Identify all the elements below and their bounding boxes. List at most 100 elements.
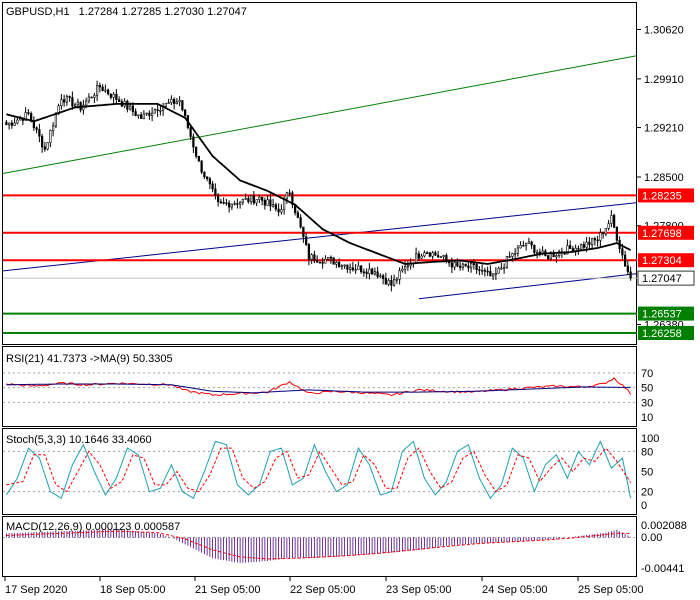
candle-body (219, 201, 223, 204)
candle (599, 228, 602, 247)
candle (615, 226, 618, 243)
candle (263, 197, 266, 210)
time-tick-label: 24 Sep 05:00 (482, 584, 547, 596)
candle (310, 253, 313, 264)
candle-body (313, 254, 316, 261)
candle (343, 264, 346, 269)
candle (35, 126, 38, 134)
candle-body (115, 93, 118, 100)
candle (175, 98, 179, 105)
candle-body (552, 253, 555, 258)
candle-body (351, 267, 354, 271)
candle-body (164, 102, 168, 107)
rsi-panel-frame (2, 346, 637, 427)
current-price-label: 1.27047 (642, 273, 682, 285)
candle-body (577, 247, 580, 250)
level-label: 1.27304 (642, 255, 682, 267)
candle-body (403, 265, 407, 270)
macd-title: MACD(12,26,9) 0.000123 0.000587 (6, 521, 180, 533)
level-label: 1.28235 (642, 190, 682, 202)
candle-body (489, 271, 492, 277)
candle (332, 257, 335, 265)
candle (519, 241, 522, 249)
candle (101, 84, 104, 92)
candle (340, 264, 343, 270)
candle-body (307, 244, 310, 260)
price-panel-frame (2, 2, 637, 345)
candle-body (43, 146, 46, 150)
candle (140, 111, 143, 119)
candle-body (90, 96, 93, 99)
candle (491, 273, 495, 281)
candle (250, 195, 253, 205)
candle-body (588, 241, 591, 245)
candle (513, 248, 517, 259)
candle-body (109, 93, 113, 98)
stoch-title: Stoch(5,3,3) 10.1646 33.4060 (6, 434, 152, 446)
stoch-tick-label: 50 (641, 467, 653, 479)
candle (478, 266, 481, 276)
candle (40, 133, 44, 153)
candle-body (197, 156, 201, 162)
candle (428, 251, 431, 258)
candle-body (104, 89, 107, 92)
candle (346, 264, 349, 273)
candle-body (599, 232, 602, 241)
price-tick-label: 1.29910 (644, 74, 684, 86)
candle-body (629, 271, 632, 279)
candle-body (491, 273, 495, 277)
candle (406, 260, 409, 271)
candle (546, 254, 550, 261)
candle-body (35, 127, 38, 130)
candle (228, 200, 231, 213)
time-tick-label: 18 Sep 05:00 (100, 584, 165, 596)
candle (195, 146, 198, 159)
candle (60, 93, 63, 110)
stoch-signal-line (6, 447, 632, 493)
candle-body (530, 241, 533, 246)
candle (324, 255, 327, 264)
candle (296, 210, 299, 219)
candle-body (93, 94, 96, 98)
candle (208, 176, 212, 190)
candle (376, 266, 379, 279)
candle (486, 266, 489, 276)
candle-body (458, 265, 462, 268)
candle-body (324, 259, 327, 264)
candle-body (244, 198, 247, 200)
candle-body (40, 135, 44, 148)
candle-body (225, 202, 228, 205)
candle (288, 189, 291, 197)
candle-body (362, 271, 365, 274)
candle-body (508, 256, 511, 258)
macd-chart (3, 529, 637, 564)
candle (439, 256, 442, 258)
candle-body (582, 244, 585, 248)
candle (269, 193, 272, 212)
price-tick-label: 1.30620 (644, 24, 684, 36)
candle (274, 202, 277, 212)
level-label: 1.26537 (642, 309, 682, 321)
candle (115, 89, 118, 104)
candle (49, 129, 52, 148)
candle (425, 251, 429, 254)
candle-body (156, 109, 159, 112)
candle (505, 255, 508, 269)
candle (612, 213, 616, 229)
candle-body (112, 93, 115, 98)
candle (87, 93, 91, 104)
candle (156, 104, 159, 118)
candle-body (38, 129, 41, 137)
candle-body (142, 113, 146, 119)
candle (285, 191, 288, 204)
candle (170, 95, 173, 106)
candle-body (222, 202, 225, 204)
candle-body (107, 89, 110, 95)
candle-body (318, 261, 321, 264)
candle (307, 242, 310, 266)
moving-average-line (6, 103, 632, 265)
candle-body (140, 114, 143, 119)
candle (524, 242, 528, 251)
candle (381, 273, 385, 285)
candle (516, 245, 519, 257)
